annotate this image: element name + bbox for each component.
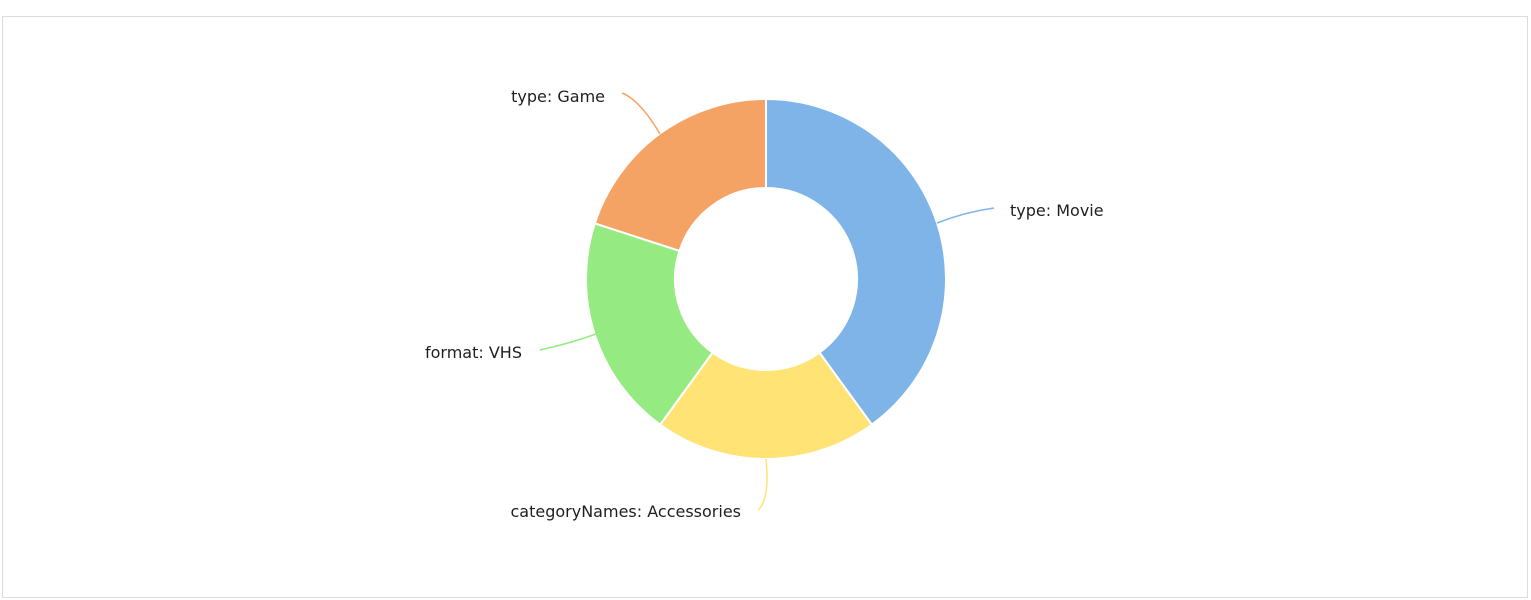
slice-label-movie: type: Movie (1010, 201, 1104, 220)
slice-label-vhs: format: VHS (425, 343, 522, 362)
slice-label-game: type: Game (511, 87, 605, 106)
labels-group: type: Movie categoryNames: Accessories f… (425, 87, 1104, 521)
leader-lines-group (539, 92, 995, 511)
slices-group (585, 97, 947, 460)
leader-line-accessories (757, 458, 768, 511)
leader-line-game (621, 92, 661, 135)
slice-label-accessories: categoryNames: Accessories (511, 502, 742, 521)
slice-movie[interactable] (765, 97, 947, 427)
slice-accessories[interactable] (658, 351, 874, 460)
slice-vhs[interactable] (585, 222, 714, 427)
leader-line-vhs (539, 333, 597, 351)
leader-line-movie (936, 207, 995, 224)
slice-game[interactable] (593, 97, 767, 253)
